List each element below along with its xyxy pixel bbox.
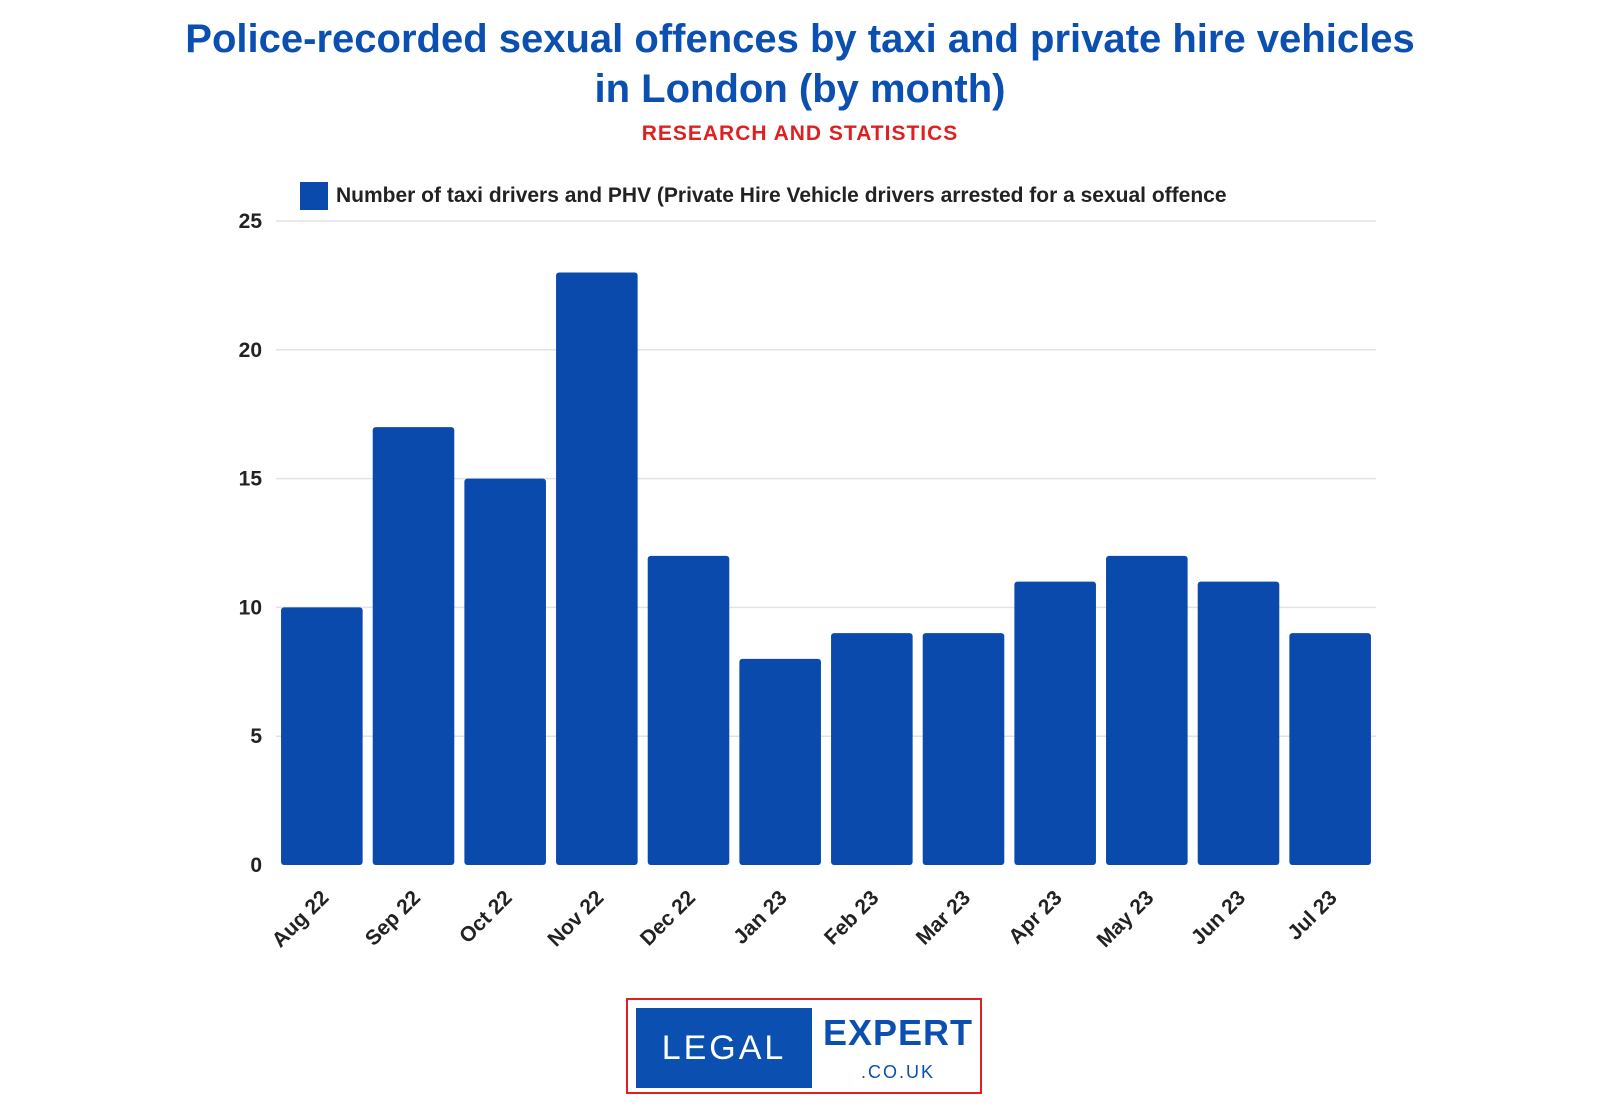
legend: Number of taxi drivers and PHV (Private …	[300, 180, 1227, 212]
chart-title-line-2: in London (by month)	[594, 67, 1006, 111]
bar	[372, 427, 455, 865]
bar	[831, 633, 913, 865]
bar	[739, 658, 821, 865]
bar	[922, 633, 1005, 865]
bar	[281, 607, 363, 865]
x-tick-label: Feb 23	[820, 886, 883, 949]
x-tick-label: Jun 23	[1187, 886, 1250, 949]
bar	[1014, 581, 1096, 865]
y-tick-label: 5	[250, 725, 262, 748]
x-tick-label: Dec 22	[636, 886, 700, 950]
x-tick-label: Mar 23	[912, 886, 975, 949]
x-tick-label: Apr 23	[1004, 886, 1066, 948]
y-tick-label: 25	[239, 210, 263, 233]
chart-title: Police-recorded sexual offences by taxi …	[0, 14, 1600, 114]
bar	[556, 272, 638, 865]
x-tick-label: Jul 23	[1283, 886, 1341, 944]
bar	[1106, 555, 1188, 865]
x-tick-label: Jan 23	[729, 886, 792, 949]
bar	[464, 478, 546, 865]
legend-label: Number of taxi drivers and PHV (Private …	[336, 184, 1227, 207]
logo-domain-text: .CO.UK	[860, 1062, 935, 1082]
logo-expert-text: EXPERT	[822, 1012, 974, 1053]
y-tick-label: 0	[250, 854, 262, 877]
bar	[1289, 633, 1371, 865]
x-tick-label: May 23	[1093, 886, 1159, 952]
legend-swatch	[300, 182, 328, 210]
x-tick-label: Aug 22	[268, 886, 334, 952]
chart-subtitle: RESEARCH AND STATISTICS	[641, 122, 959, 145]
bar	[1197, 581, 1280, 865]
logo-legal-text: LEGAL	[636, 1008, 812, 1088]
y-tick-label: 15	[239, 468, 263, 491]
x-tick-label: Nov 22	[543, 886, 608, 951]
x-tick-label: Oct 22	[455, 886, 517, 948]
x-tick-label: Sep 22	[361, 886, 425, 950]
chart-title-line-1: Police-recorded sexual offences by taxi …	[185, 17, 1415, 61]
legal-expert-logo: LEGAL EXPERT .CO.UK	[626, 998, 982, 1094]
y-tick-label: 20	[239, 339, 262, 362]
bar	[647, 555, 730, 865]
y-tick-label: 10	[239, 596, 262, 619]
